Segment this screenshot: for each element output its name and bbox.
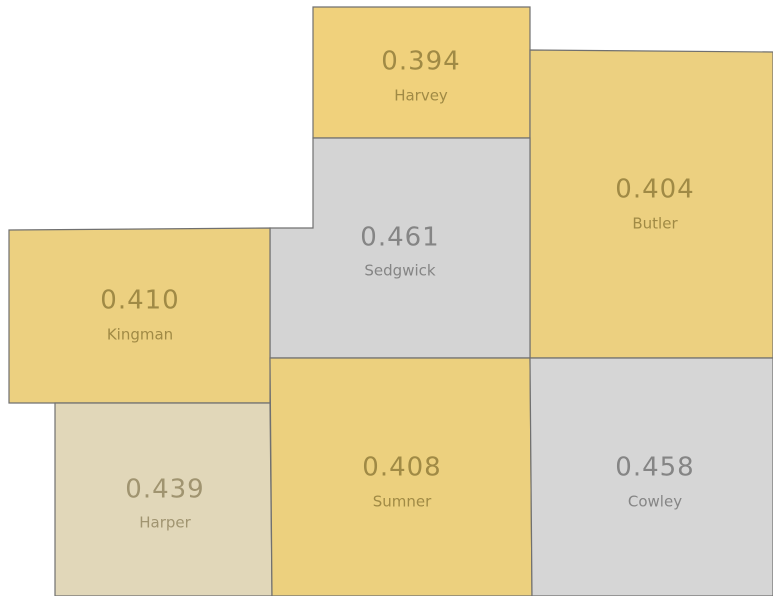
county-name: Sumner bbox=[373, 493, 432, 511]
county-shape bbox=[54, 402, 273, 596]
county-name: Sedgwick bbox=[364, 262, 435, 280]
county-shape bbox=[529, 357, 773, 596]
county-value: 0.439 bbox=[125, 475, 204, 505]
county-shape bbox=[8, 227, 271, 404]
county-name: Harvey bbox=[394, 87, 448, 105]
county-name: Kingman bbox=[107, 326, 173, 344]
county-name: Cowley bbox=[628, 493, 682, 511]
county-value: 0.408 bbox=[362, 453, 441, 483]
county-name: Harper bbox=[139, 514, 191, 532]
county-shape bbox=[269, 357, 533, 596]
county-value: 0.410 bbox=[100, 286, 179, 316]
county-value: 0.461 bbox=[360, 223, 439, 253]
county-value: 0.458 bbox=[615, 453, 694, 483]
county-value: 0.404 bbox=[615, 175, 694, 205]
county-name: Butler bbox=[632, 215, 678, 233]
county-value: 0.394 bbox=[381, 47, 460, 77]
